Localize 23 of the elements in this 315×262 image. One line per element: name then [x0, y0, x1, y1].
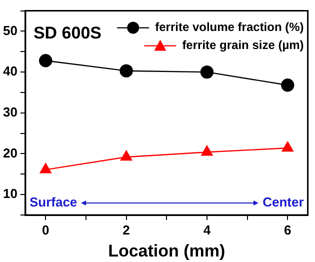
y-tick-label: 40 — [2, 64, 18, 79]
x-axis-title: Location (mm) — [108, 241, 226, 260]
point — [120, 150, 132, 161]
annotation: Center — [262, 194, 304, 210]
legend-label: ferrite volume fraction (%) — [155, 20, 304, 34]
point — [200, 65, 214, 79]
annotation: Surface — [29, 194, 78, 210]
y-tick-label: 10 — [2, 186, 18, 202]
x-tick-label: 2 — [122, 222, 130, 238]
text: SD 600S — [33, 23, 102, 42]
point — [39, 54, 52, 68]
point — [40, 163, 52, 174]
y-tick-label: 50 — [2, 22, 18, 38]
point — [120, 64, 133, 78]
legend-label: ferrite grain size (µm) — [182, 38, 304, 52]
y-tick-label: 20 — [2, 145, 18, 160]
y-tick-label: 30 — [2, 104, 18, 120]
point — [201, 146, 213, 156]
x-tick-label: 0 — [42, 222, 50, 238]
x-tick-label: 6 — [284, 222, 292, 238]
point — [281, 78, 294, 92]
x-tick-label: 4 — [203, 222, 212, 238]
point — [282, 141, 294, 152]
